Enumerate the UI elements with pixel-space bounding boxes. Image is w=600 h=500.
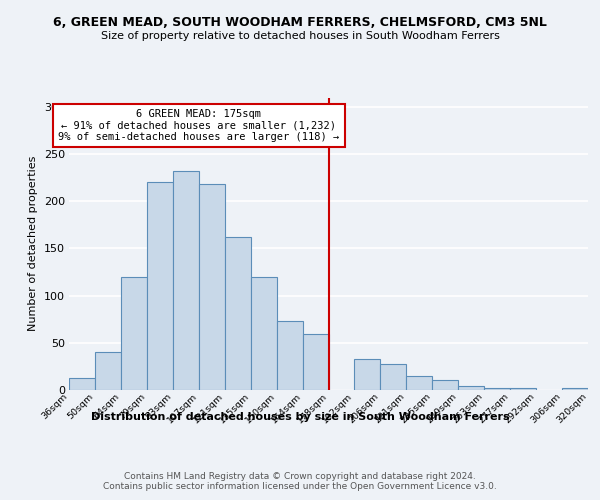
- Bar: [69, 378, 95, 390]
- Text: Distribution of detached houses by size in South Woodham Ferrers: Distribution of detached houses by size …: [91, 412, 509, 422]
- Y-axis label: Number of detached properties: Number of detached properties: [28, 156, 38, 332]
- Bar: [277, 321, 302, 390]
- Bar: [484, 388, 510, 390]
- Text: Contains HM Land Registry data © Crown copyright and database right 2024.
Contai: Contains HM Land Registry data © Crown c…: [103, 472, 497, 491]
- Bar: [121, 277, 147, 390]
- Bar: [510, 388, 536, 390]
- Bar: [173, 171, 199, 390]
- Bar: [562, 388, 588, 390]
- Bar: [225, 237, 251, 390]
- Bar: [251, 277, 277, 390]
- Bar: [302, 334, 329, 390]
- Bar: [199, 184, 224, 390]
- Text: Size of property relative to detached houses in South Woodham Ferrers: Size of property relative to detached ho…: [101, 31, 499, 41]
- Bar: [433, 380, 458, 390]
- Bar: [95, 352, 121, 390]
- Bar: [355, 359, 380, 390]
- Text: 6 GREEN MEAD: 175sqm
← 91% of detached houses are smaller (1,232)
9% of semi-det: 6 GREEN MEAD: 175sqm ← 91% of detached h…: [58, 109, 340, 142]
- Text: 6, GREEN MEAD, SOUTH WOODHAM FERRERS, CHELMSFORD, CM3 5NL: 6, GREEN MEAD, SOUTH WOODHAM FERRERS, CH…: [53, 16, 547, 29]
- Bar: [458, 386, 484, 390]
- Bar: [406, 376, 432, 390]
- Bar: [147, 182, 173, 390]
- Bar: [380, 364, 406, 390]
